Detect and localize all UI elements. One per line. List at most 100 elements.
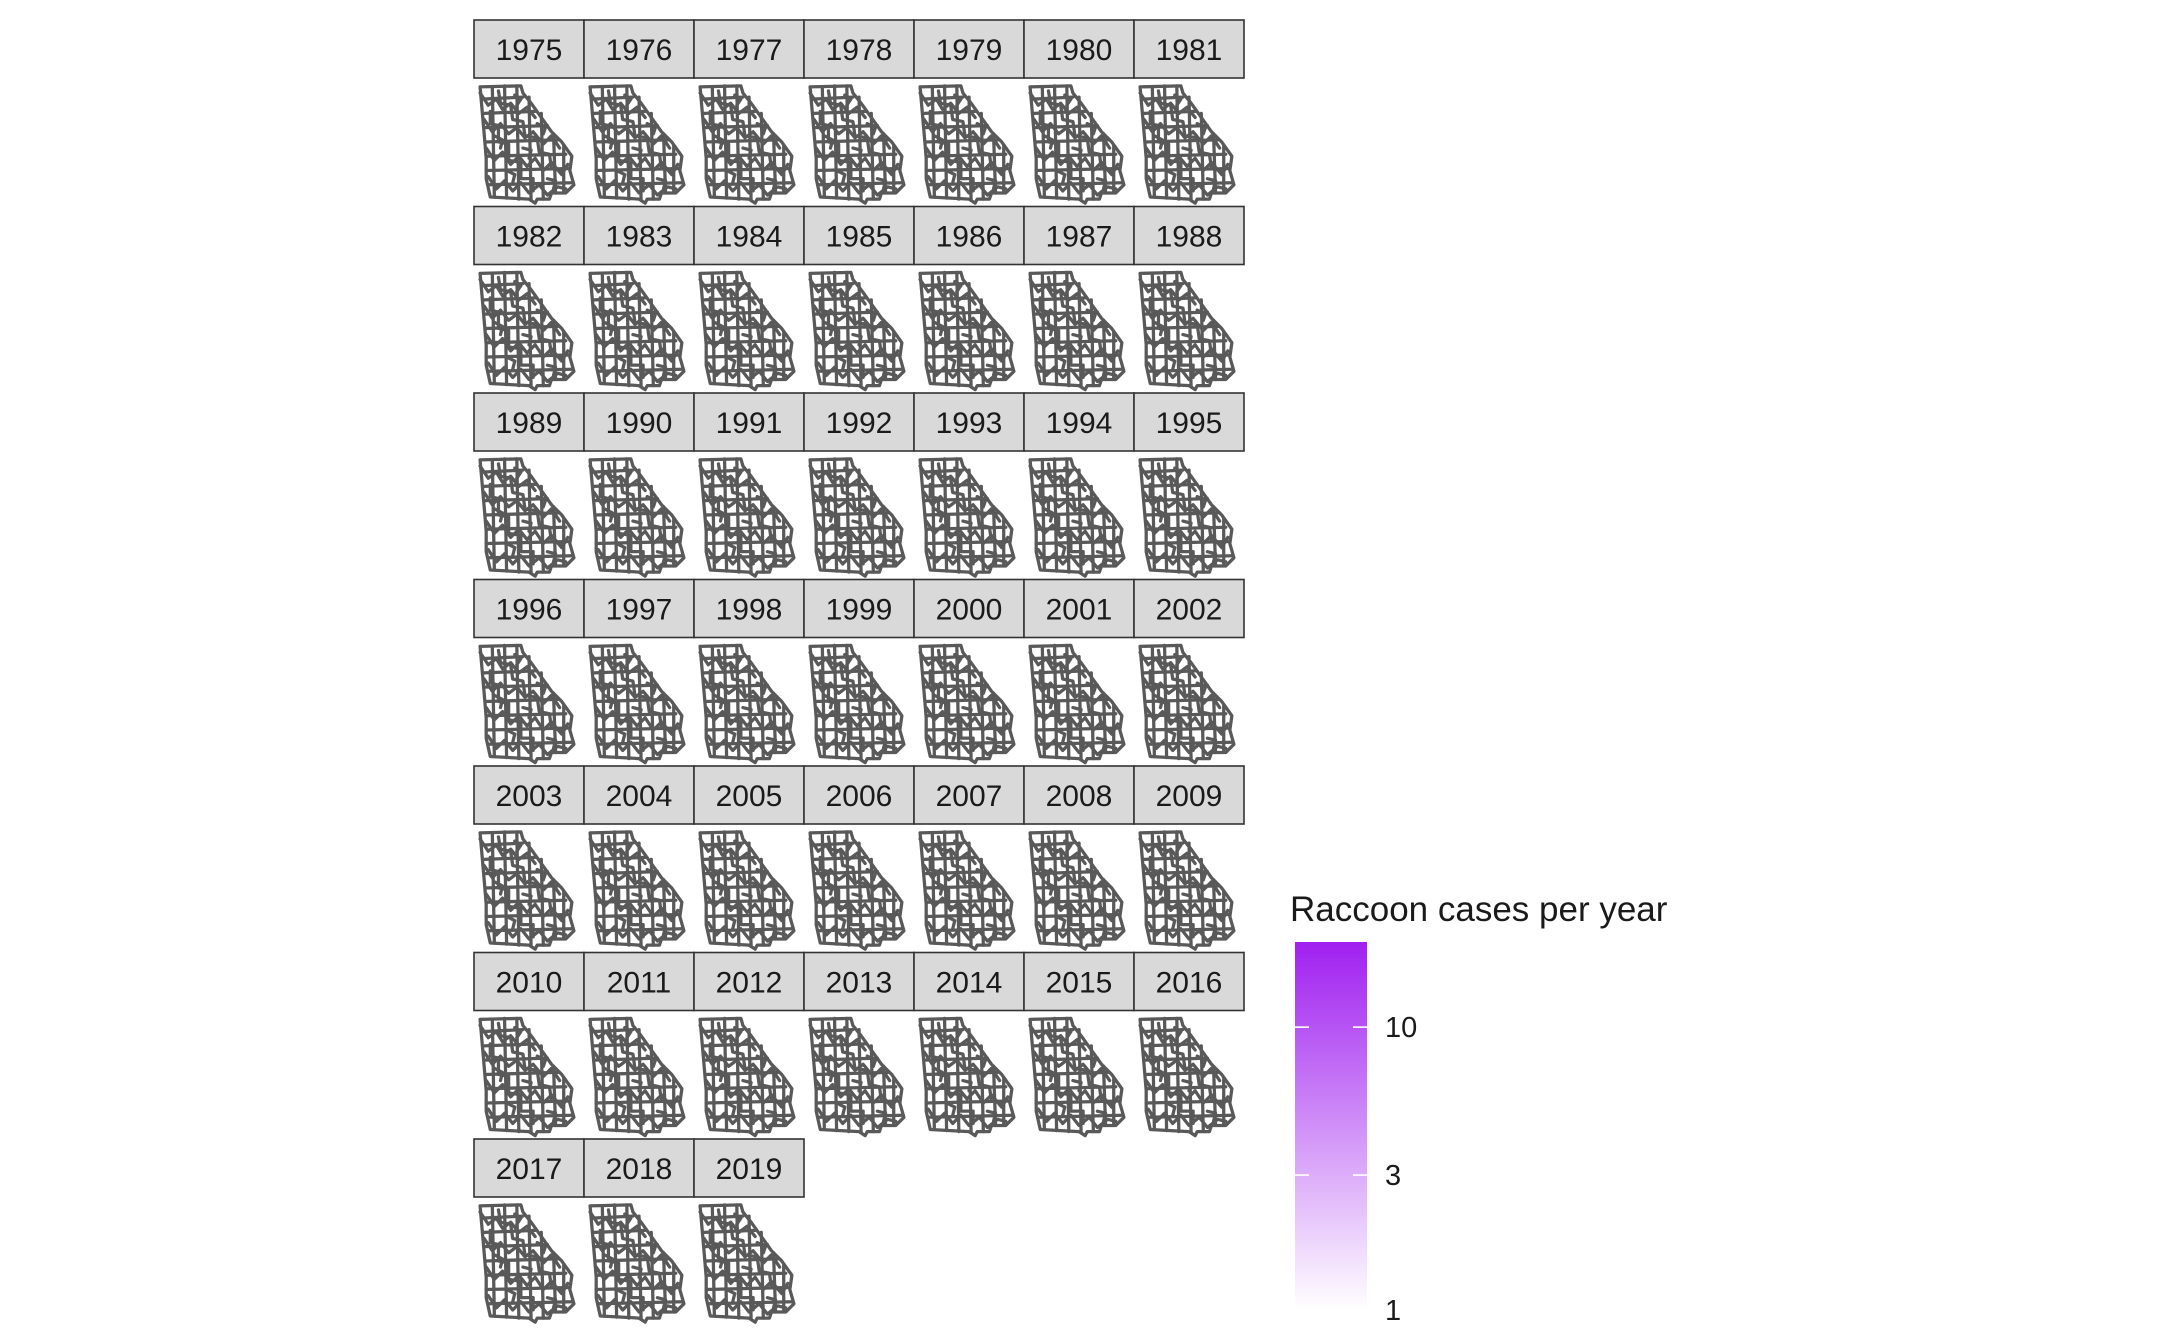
county-map-1978 [808, 84, 906, 205]
facet-panel-1988: 1988 [1133, 205, 1245, 392]
county-map-1988 [1138, 270, 1236, 392]
county-map-1975 [478, 84, 576, 205]
facet-label: 2008 [1046, 780, 1113, 813]
county-map-2019 [698, 1203, 796, 1324]
facet-panel-2009: 2009 [1133, 765, 1245, 951]
county-map-2002 [1138, 643, 1236, 765]
facet-label: 2004 [606, 780, 673, 813]
county-map-2006 [808, 830, 906, 951]
county-map-2001 [1028, 643, 1126, 765]
facet-panel-1986: 1986 [913, 205, 1025, 392]
facet-label: 1983 [606, 221, 673, 254]
facet-label: 1982 [496, 221, 563, 254]
facet-label: 1980 [1046, 34, 1113, 67]
facet-strip [1023, 765, 1135, 825]
facet-label: 2006 [826, 780, 893, 813]
county-map-2008 [1028, 830, 1126, 951]
facet-panel-2014: 2014 [913, 951, 1025, 1138]
facet-label: 1978 [826, 34, 893, 67]
facet-panel-1991: 1991 [693, 392, 805, 578]
facet-label: 1999 [826, 594, 893, 627]
county-map-2009 [1138, 830, 1236, 951]
facet-panel-2015: 2015 [1023, 951, 1135, 1138]
facet-label: 1976 [606, 34, 673, 67]
facet-strip [913, 205, 1025, 266]
facet-label: 1991 [716, 407, 783, 440]
facet-panel-1984: 1984 [693, 205, 805, 392]
color-legend: Raccoon cases per year 1 3 10 [1290, 890, 1668, 1327]
facet-panel-2016: 2016 [1133, 951, 1245, 1138]
county-map-1982 [478, 270, 576, 392]
facet-panels: 1975 1976 1977 1978 1979 1980 1981 1982 1983 1984… [473, 19, 1245, 1324]
legend-tick-label: 10 [1385, 1012, 1417, 1044]
county-map-1991 [698, 457, 796, 578]
county-map-2011 [588, 1016, 686, 1138]
facet-panel-2005: 2005 [693, 765, 805, 951]
facet-panel-2000: 2000 [913, 578, 1025, 765]
legend-tick-label: 3 [1385, 1160, 1401, 1192]
facet-label: 1997 [606, 594, 673, 627]
facet-label: 2017 [496, 1153, 563, 1186]
facet-label: 2000 [936, 594, 1003, 627]
facet-strip [913, 392, 1025, 452]
facet-strip [583, 578, 695, 639]
facet-strip [693, 19, 805, 79]
county-map-1981 [1138, 84, 1236, 205]
facet-panel-1983: 1983 [583, 205, 695, 392]
county-map-1977 [698, 84, 796, 205]
facet-strip [803, 951, 915, 1012]
county-map-2016 [1138, 1016, 1236, 1138]
facet-strip [1023, 392, 1135, 452]
facet-strip [1133, 392, 1245, 452]
county-map-2007 [918, 830, 1016, 951]
facet-panel-1977: 1977 [693, 19, 805, 205]
facet-strip [583, 951, 695, 1012]
facet-panel-2001: 2001 [1023, 578, 1135, 765]
county-map-2012 [698, 1016, 796, 1138]
facet-strip [1133, 19, 1245, 79]
facet-label: 1987 [1046, 221, 1113, 254]
facet-strip [1133, 765, 1245, 825]
county-map-1995 [1138, 457, 1236, 578]
facet-panel-1997: 1997 [583, 578, 695, 765]
county-map-2005 [698, 830, 796, 951]
facet-label: 2016 [1156, 967, 1223, 1000]
facet-panel-2013: 2013 [803, 951, 915, 1138]
facet-panel-2010: 2010 [473, 951, 585, 1138]
county-map-1996 [478, 643, 576, 765]
facet-label: 1988 [1156, 221, 1223, 254]
legend-tick-label: 1 [1385, 1295, 1401, 1327]
county-map-1998 [698, 643, 796, 765]
facet-strip [473, 19, 585, 79]
facet-panel-2012: 2012 [693, 951, 805, 1138]
facet-strip [1023, 205, 1135, 266]
legend-title: Raccoon cases per year [1290, 890, 1668, 929]
facet-panel-1993: 1993 [913, 392, 1025, 578]
facet-strip [583, 205, 695, 266]
facet-strip [583, 19, 695, 79]
facet-label: 1984 [716, 221, 783, 254]
facet-panel-2018: 2018 [583, 1138, 695, 1324]
facet-label: 2002 [1156, 594, 1223, 627]
facet-label: 1986 [936, 221, 1003, 254]
facet-strip [473, 765, 585, 825]
facet-panel-1999: 1999 [803, 578, 915, 765]
facet-panel-1975: 1975 [473, 19, 585, 205]
facet-panel-2007: 2007 [913, 765, 1025, 951]
facet-label: 1993 [936, 407, 1003, 440]
facet-label: 2010 [496, 967, 563, 1000]
legend-colorbar [1295, 942, 1367, 1310]
facet-strip [693, 1138, 805, 1198]
facet-label: 2005 [716, 780, 783, 813]
facet-strip [1023, 19, 1135, 79]
facet-label: 2011 [607, 967, 672, 1000]
county-map-1993 [918, 457, 1016, 578]
facet-label: 1996 [496, 594, 563, 627]
county-map-2014 [918, 1016, 1016, 1138]
facet-panel-1976: 1976 [583, 19, 695, 205]
county-map-2018 [588, 1203, 686, 1324]
county-map-1979 [918, 84, 1016, 205]
facet-label: 2003 [496, 780, 563, 813]
facet-strip [803, 392, 915, 452]
facet-strip [913, 951, 1025, 1012]
